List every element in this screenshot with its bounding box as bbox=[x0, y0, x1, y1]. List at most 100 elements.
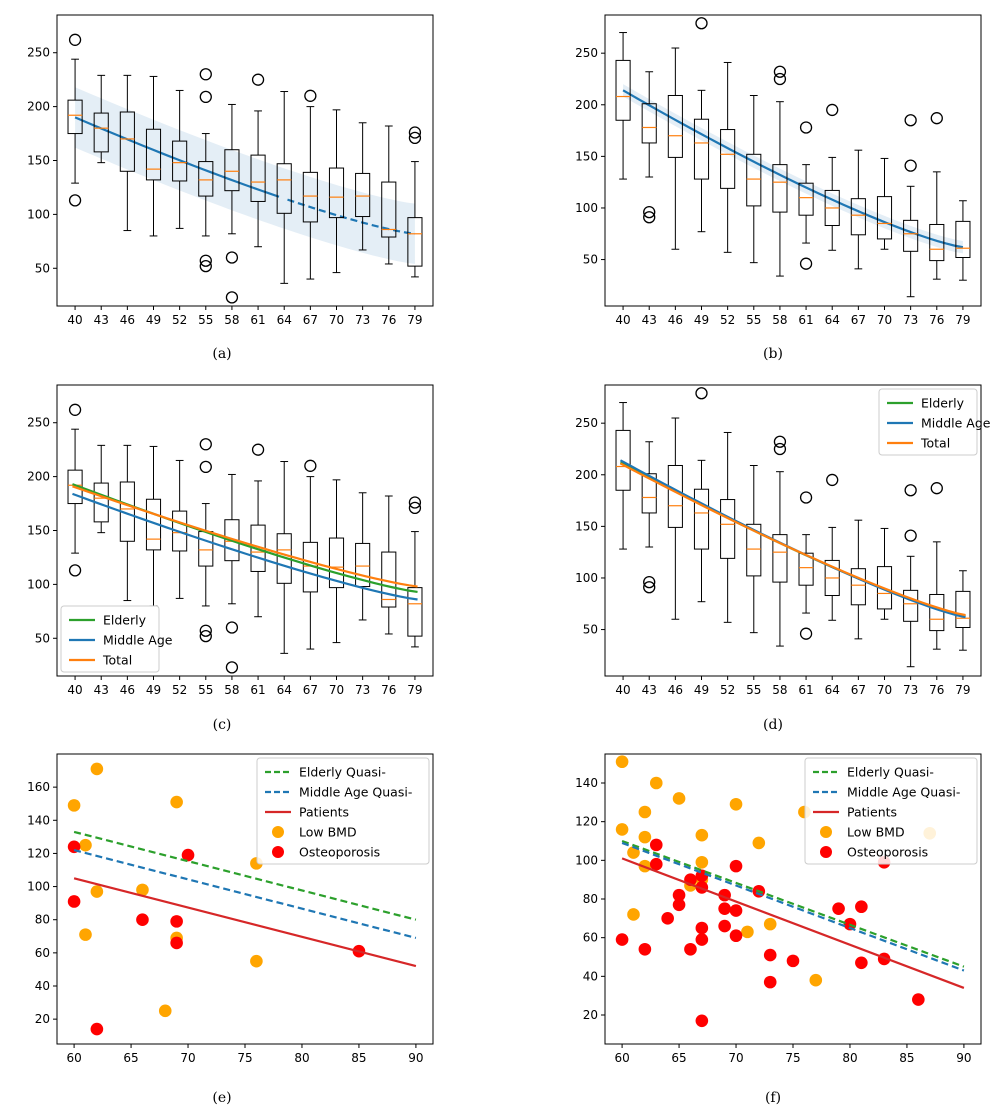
x-tick-label: 52 bbox=[172, 683, 187, 697]
low-bmd-point bbox=[615, 755, 629, 769]
x-tick-label: 43 bbox=[94, 683, 109, 697]
y-tick-label: 100 bbox=[575, 201, 598, 215]
osteoporosis-point bbox=[615, 933, 629, 946]
osteoporosis-point bbox=[672, 898, 686, 912]
box-46 bbox=[667, 47, 683, 250]
osteoporosis-point bbox=[661, 912, 674, 925]
box-body bbox=[407, 587, 423, 637]
box-61 bbox=[250, 73, 266, 248]
panel-f: (f) 20 40 60 80 100 120 140 60 65 70 75 80 85 90 Elderl… bbox=[575, 753, 982, 1106]
outlier-point bbox=[643, 205, 656, 219]
box-61 bbox=[798, 491, 814, 640]
x-tick-label: 75 bbox=[785, 1051, 800, 1065]
plot-frame bbox=[604, 14, 982, 307]
outlier-point bbox=[199, 629, 212, 643]
box-body bbox=[955, 220, 971, 258]
y-tick-label: 250 bbox=[575, 416, 598, 430]
plot-frame bbox=[604, 384, 982, 677]
outlier-point bbox=[408, 126, 422, 139]
outlier-point bbox=[695, 387, 708, 400]
x-tick-label: 64 bbox=[825, 683, 840, 697]
series-line-middle-age bbox=[619, 459, 966, 619]
box-73 bbox=[355, 492, 371, 621]
x-tick-label: 67 bbox=[851, 313, 866, 327]
outlier-point bbox=[904, 159, 917, 172]
box-55 bbox=[746, 94, 762, 264]
outlier-point bbox=[643, 581, 656, 594]
box-body bbox=[198, 531, 214, 567]
osteoporosis-point bbox=[718, 919, 731, 933]
y-tick-label: 100 bbox=[27, 577, 50, 591]
box-46 bbox=[119, 74, 135, 232]
panel-caption: (c) bbox=[213, 717, 232, 733]
box-49 bbox=[693, 387, 710, 603]
outlier-point bbox=[826, 103, 839, 117]
y-tick-label: 200 bbox=[27, 100, 50, 114]
panel-caption: (d) bbox=[763, 717, 783, 733]
legend: Elderly Middle Age Total bbox=[878, 388, 991, 456]
legend-label: Elderly bbox=[921, 396, 965, 411]
y-tick-label: 50 bbox=[583, 253, 598, 267]
outlier-point bbox=[904, 484, 917, 497]
y-tick-label: 50 bbox=[35, 261, 50, 275]
osteoporosis-point bbox=[763, 948, 777, 962]
box-body bbox=[93, 112, 109, 153]
box-body bbox=[746, 153, 762, 207]
osteoporosis-point bbox=[695, 933, 709, 946]
plot-frame bbox=[604, 753, 982, 1045]
low-bmd-point bbox=[695, 828, 709, 842]
x-tick-label: 49 bbox=[694, 313, 709, 327]
osteoporosis-point bbox=[170, 936, 183, 950]
box-body bbox=[172, 140, 188, 182]
box-58 bbox=[772, 435, 788, 647]
box-body bbox=[328, 537, 345, 589]
osteoporosis-point bbox=[649, 857, 663, 871]
series-line-middle-age bbox=[72, 492, 418, 601]
osteoporosis-point bbox=[855, 956, 868, 970]
outlier-point bbox=[773, 442, 787, 456]
x-tick-label: 43 bbox=[642, 683, 657, 697]
x-tick-label: 76 bbox=[929, 683, 944, 697]
osteoporosis-point bbox=[90, 1022, 104, 1036]
outlier-point bbox=[408, 131, 422, 145]
box-body bbox=[250, 154, 266, 202]
box-79 bbox=[955, 200, 971, 281]
box-79 bbox=[955, 570, 971, 651]
y-tick-label: 200 bbox=[575, 468, 598, 482]
x-tick-label: 90 bbox=[408, 1051, 423, 1065]
box-64 bbox=[824, 473, 840, 621]
x-tick-label: 79 bbox=[407, 313, 422, 327]
box-58 bbox=[224, 473, 240, 674]
y-tick-label: 150 bbox=[27, 524, 50, 538]
outlier-point bbox=[304, 459, 317, 472]
low-bmd-point bbox=[90, 885, 104, 898]
box-67 bbox=[302, 459, 318, 650]
y-tick-label: 250 bbox=[27, 416, 50, 430]
legend-box bbox=[60, 605, 160, 673]
y-tick-label: 140 bbox=[575, 776, 598, 790]
outlier-point bbox=[799, 257, 813, 270]
legend-box bbox=[878, 388, 978, 456]
box-76 bbox=[929, 482, 945, 650]
outlier-point bbox=[408, 501, 422, 515]
x-tick-label: 73 bbox=[355, 313, 370, 327]
box-49 bbox=[693, 17, 710, 233]
y-tick-label: 50 bbox=[583, 623, 598, 637]
box-body bbox=[355, 542, 371, 588]
y-tick-label: 80 bbox=[583, 892, 598, 906]
osteoporosis-point bbox=[638, 942, 652, 956]
low-bmd-point bbox=[752, 836, 766, 850]
box-67 bbox=[302, 89, 318, 280]
x-tick-label: 52 bbox=[172, 313, 187, 327]
legend-label: Elderly Quasi- bbox=[299, 765, 386, 780]
box-79 bbox=[407, 496, 423, 648]
x-tick-label: 70 bbox=[877, 683, 892, 697]
panel-d: (d) 50 100 150 200 250 40 43 46 49 52 55 58 61 64 67 70 7… bbox=[575, 384, 991, 733]
panel-a: (a) 50 100 150 200 250 40 43 46 49 52 55 58 61 64 67 70 7… bbox=[27, 14, 434, 362]
low-bmd-point bbox=[79, 928, 92, 941]
box-body bbox=[720, 499, 736, 559]
low-bmd-point bbox=[170, 795, 183, 809]
outlier-point bbox=[826, 473, 839, 487]
legend-label: Patients bbox=[299, 805, 349, 820]
osteoporosis-point bbox=[718, 902, 731, 915]
